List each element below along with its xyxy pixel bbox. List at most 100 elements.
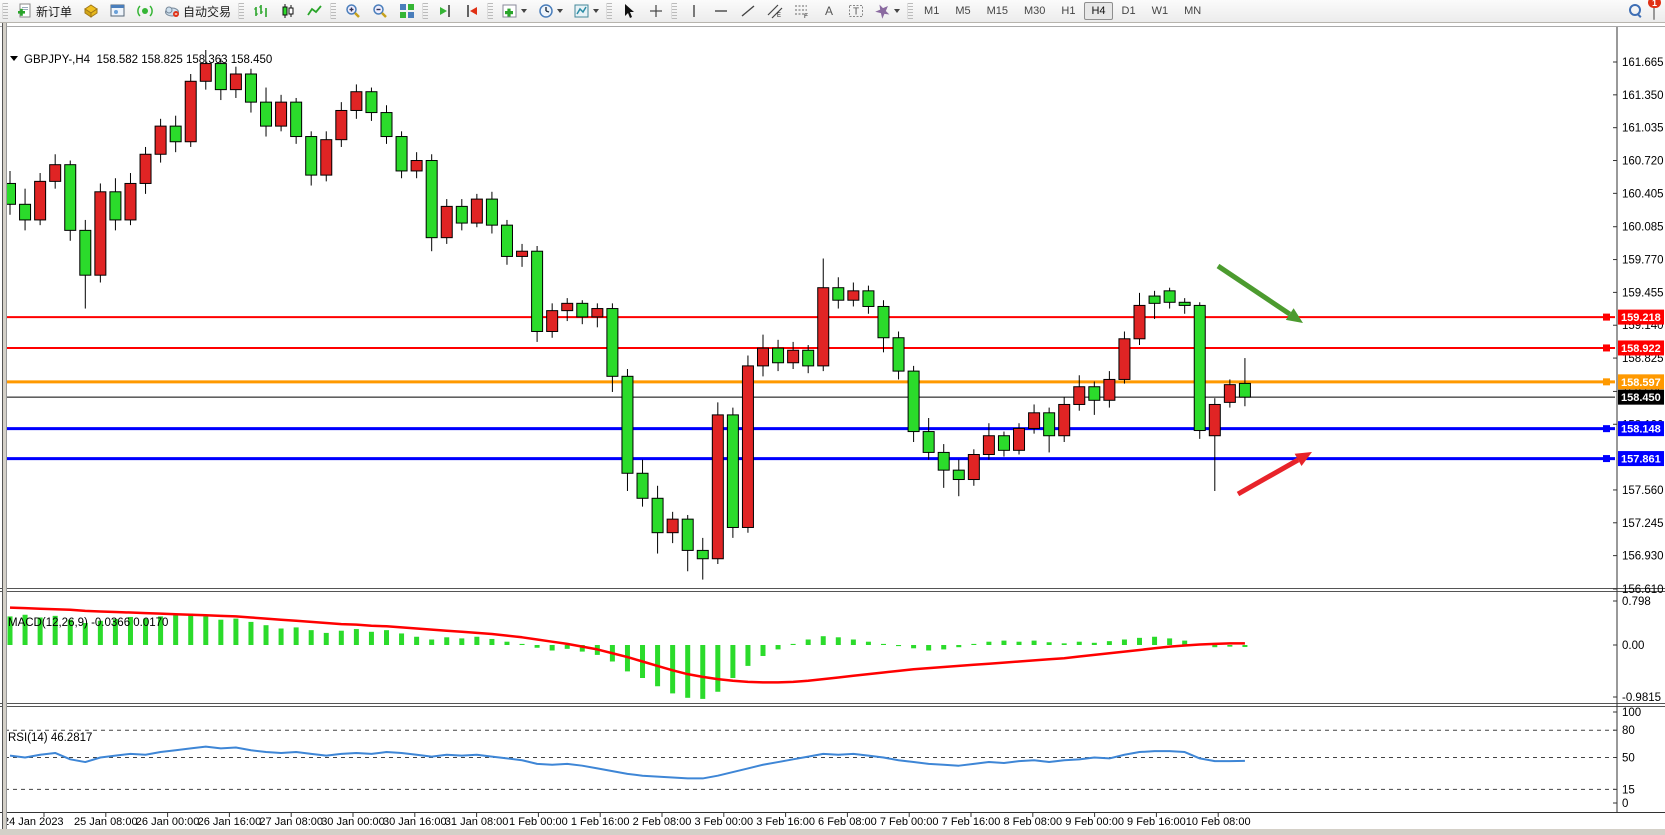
price-badge-label: 159.218 bbox=[1621, 312, 1661, 324]
indicators-button[interactable] bbox=[497, 1, 531, 22]
text-label-button[interactable]: T bbox=[843, 1, 868, 22]
toolbar-grip bbox=[2, 3, 8, 19]
notification-badge: 1 bbox=[1648, 0, 1661, 8]
candle-body bbox=[275, 101, 288, 127]
signals-button[interactable] bbox=[132, 1, 157, 22]
chart-ohlc: 158.582 158.825 158.363 158.450 bbox=[96, 54, 273, 66]
time-tick-label: 6 Feb 08:00 bbox=[818, 816, 877, 828]
price-chart[interactable]: 161.665 161.350 161.035 160.720 160.405 160.0… bbox=[0, 23, 1665, 829]
timeframe-m30-button[interactable]: M30 bbox=[1024, 5, 1046, 17]
text-label-icon: T bbox=[847, 3, 864, 19]
macd-hist-bar bbox=[971, 643, 977, 645]
timeframe-m15-button[interactable]: M15 bbox=[986, 5, 1008, 17]
chart-title[interactable]: GBPJPY-,H4 158.582 158.825 158.363 158.4… bbox=[10, 54, 272, 66]
data-window-icon bbox=[109, 3, 126, 19]
macd-hist-bar bbox=[188, 613, 194, 645]
macd-hist-bar bbox=[338, 630, 344, 645]
macd-hist-bar bbox=[143, 618, 149, 645]
autotrading-button[interactable]: 自动交易 bbox=[159, 1, 235, 22]
macd-hist-bar bbox=[1227, 645, 1233, 647]
price-badge-label: 157.861 bbox=[1621, 454, 1661, 466]
macd-hist-bar bbox=[203, 616, 209, 645]
timeframe-h4-button[interactable]: H4 bbox=[1084, 2, 1113, 20]
timeframe-m5-button[interactable]: M5 bbox=[955, 5, 971, 17]
macd-hist-bar bbox=[579, 645, 585, 652]
window-splitter[interactable] bbox=[2, 23, 7, 829]
cursor-button[interactable] bbox=[616, 1, 641, 22]
macd-hist-bar bbox=[896, 645, 902, 647]
toolbar-grip bbox=[238, 3, 245, 19]
rsi-axis-label: 50 bbox=[1622, 753, 1635, 765]
chart-shift-button[interactable] bbox=[459, 1, 484, 22]
vertical-line-button[interactable] bbox=[681, 1, 706, 22]
candle-body bbox=[651, 497, 664, 534]
market-watch-button[interactable] bbox=[78, 1, 103, 22]
text-button[interactable]: A bbox=[816, 1, 841, 22]
auto-scroll-button[interactable] bbox=[432, 1, 457, 22]
price-badge bbox=[1618, 374, 1664, 390]
macd-hist-bar bbox=[865, 641, 871, 645]
shapes-icon bbox=[874, 3, 891, 19]
time-tick-label: 1 Feb 16:00 bbox=[571, 816, 630, 828]
macd-hist-bar bbox=[37, 617, 43, 645]
time-tick-label: 2 Feb 08:00 bbox=[633, 816, 692, 828]
down-trend-arrow[interactable] bbox=[1216, 263, 1292, 317]
zoom-out-button[interactable] bbox=[367, 1, 392, 22]
templates-button[interactable] bbox=[569, 1, 603, 22]
trendline-button[interactable] bbox=[735, 1, 760, 22]
tile-windows-button[interactable] bbox=[394, 1, 419, 22]
candle-body bbox=[305, 136, 318, 176]
data-window-button[interactable] bbox=[105, 1, 130, 22]
candle-body bbox=[139, 153, 152, 184]
macd-hist-bar bbox=[1061, 643, 1067, 645]
crosshair-icon bbox=[647, 3, 664, 19]
svg-text:T: T bbox=[853, 7, 859, 18]
candle-body bbox=[967, 454, 980, 481]
macd-hist-bar bbox=[248, 621, 254, 645]
search-icon[interactable] bbox=[1629, 4, 1643, 18]
zoom-out-icon bbox=[371, 3, 388, 19]
timeframe-w1-button[interactable]: W1 bbox=[1151, 5, 1169, 17]
macd-hist-bar bbox=[414, 636, 420, 645]
macd-hist-bar bbox=[429, 639, 435, 645]
macd-hist-bar bbox=[7, 616, 13, 645]
candlestick-button[interactable] bbox=[275, 1, 300, 22]
shapes-button[interactable] bbox=[870, 1, 904, 22]
periods-button[interactable] bbox=[533, 1, 567, 22]
candle-body bbox=[982, 435, 995, 456]
timeframe-mn-button[interactable]: MN bbox=[1184, 5, 1202, 17]
candle-body bbox=[817, 287, 830, 367]
toolbar: 新订单 自动交易 E F A T M1 M5 M15 M30 H1 H4 D1 W1 MN 1 bbox=[0, 0, 1665, 23]
timeframe-m1-button[interactable]: M1 bbox=[924, 5, 940, 17]
price-badge bbox=[1618, 340, 1664, 356]
macd-hist-bar bbox=[1242, 645, 1248, 648]
candle-body bbox=[606, 308, 619, 377]
line-chart-button[interactable] bbox=[302, 1, 327, 22]
candle-body bbox=[516, 250, 529, 257]
candle-body bbox=[576, 302, 589, 318]
fibonacci-button[interactable]: F bbox=[789, 1, 814, 22]
candle-body bbox=[380, 112, 393, 138]
indicators-icon bbox=[501, 3, 518, 19]
new-order-button[interactable]: 新订单 bbox=[12, 1, 76, 22]
horizontal-line-button[interactable] bbox=[708, 1, 733, 22]
toolbar-grip bbox=[422, 3, 429, 19]
crosshair-button[interactable] bbox=[643, 1, 668, 22]
timeframe-h1-button[interactable]: H1 bbox=[1061, 5, 1076, 17]
candle-body bbox=[49, 164, 62, 182]
candle-body bbox=[877, 305, 890, 339]
macd-axis-label: -0.9815 bbox=[1622, 692, 1661, 704]
candlestick-icon bbox=[279, 3, 296, 19]
price-tick-label: 159.770 bbox=[1622, 255, 1664, 267]
window-bottom-edge bbox=[0, 829, 1665, 835]
notifications-button[interactable]: 1 bbox=[1648, 0, 1661, 20]
bar-chart-button[interactable] bbox=[248, 1, 273, 22]
candle-body bbox=[335, 109, 348, 141]
timeframe-d1-button[interactable]: D1 bbox=[1121, 5, 1136, 17]
time-tick-label: 26 Jan 16:00 bbox=[198, 816, 262, 828]
zoom-in-button[interactable] bbox=[340, 1, 365, 22]
up-signal-arrow[interactable] bbox=[1236, 457, 1300, 497]
candle-body bbox=[214, 63, 227, 91]
candle-body bbox=[410, 160, 423, 172]
channel-button[interactable]: E bbox=[762, 1, 787, 22]
